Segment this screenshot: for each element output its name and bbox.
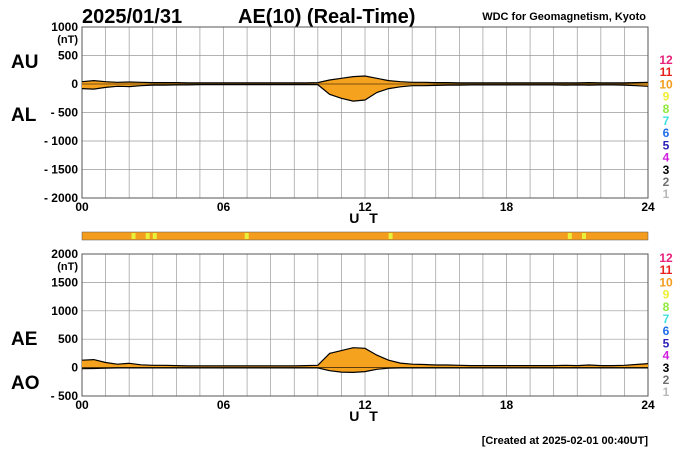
series-area-fill — [82, 76, 648, 102]
plot-date: 2025/01/31 — [82, 6, 182, 28]
series-line-ae — [81, 347, 649, 367]
legend-station-count: 11 — [660, 65, 673, 79]
legend-station-count: 3 — [663, 163, 670, 177]
legend-station-count: 12 — [659, 53, 673, 67]
legend-station-count: 2 — [663, 373, 670, 387]
legend-station-count: 7 — [663, 114, 670, 128]
legend-station-count: 6 — [663, 126, 670, 140]
series-line-al — [81, 84, 649, 102]
unit-label: (nT) — [57, 261, 78, 273]
station-bar-mark — [145, 233, 150, 239]
legend-station-count: 4 — [663, 349, 670, 363]
y-tick-label: - 500 — [51, 106, 79, 120]
station-bar-mark — [388, 233, 393, 239]
y-tick-label: 0 — [71, 77, 78, 91]
y-tick-label: 0 — [71, 361, 78, 375]
y-tick-label: - 1500 — [44, 163, 78, 177]
legend-station-count: 11 — [660, 263, 673, 277]
x-tick-label: 00 — [75, 398, 89, 412]
legend-station-count: 9 — [663, 90, 670, 104]
unit-label: (nT) — [57, 34, 78, 46]
station-bar-mark — [131, 233, 136, 239]
legend-station-count: 10 — [659, 275, 673, 289]
station-count-bar — [81, 231, 649, 241]
legend-station-count: 12 — [659, 251, 673, 265]
legend-station-count: 7 — [663, 312, 670, 326]
x-axis-label: U T — [349, 408, 381, 424]
x-tick-label: 18 — [500, 200, 514, 214]
created-timestamp: [Created at 2025-02-01 00:40UT] — [482, 435, 649, 447]
legend-station-count: 5 — [663, 336, 670, 350]
ae-ao-panel: 2000 1500 1000 500 0 - 500 (nT) 00 06 12 18 24 U T AE… — [11, 247, 655, 424]
station-bar-mark — [244, 233, 249, 239]
y-tick-label: - 500 — [51, 389, 79, 403]
x-tick-label: 12 — [358, 398, 372, 412]
x-tick-label: 24 — [641, 200, 655, 214]
legend-station-count: 1 — [663, 187, 670, 201]
x-tick-label: 06 — [217, 200, 231, 214]
x-tick-label: 12 — [358, 200, 372, 214]
plot-frame — [81, 253, 649, 397]
y-tick-label: 2000 — [51, 247, 78, 261]
legend-station-count: 1 — [663, 385, 670, 399]
legend-station-count: 3 — [663, 361, 670, 375]
y-tick-label: 1000 — [51, 20, 78, 34]
panel-label-al: AL — [11, 105, 37, 126]
series-area-fill — [82, 347, 648, 373]
y-tick-label: 500 — [58, 332, 78, 346]
legend-station-count: 4 — [663, 151, 670, 165]
plot-frame — [81, 26, 649, 199]
panel-label-ao: AO — [11, 373, 40, 394]
legend-station-count: 10 — [659, 77, 673, 91]
station-bar-mark — [567, 233, 572, 239]
y-tick-label: 1000 — [51, 304, 78, 318]
plot-title: AE(10) (Real-Time) — [238, 6, 415, 28]
legend-station-count: 5 — [663, 138, 670, 152]
y-tick-label: - 2000 — [44, 191, 78, 205]
x-tick-label: 00 — [75, 200, 89, 214]
legend-station-count: 2 — [663, 175, 670, 189]
legend-station-count: 8 — [663, 102, 670, 116]
y-tick-label: 1500 — [51, 275, 78, 289]
x-axis-label: U T — [349, 210, 381, 226]
organization-label: WDC for Geomagnetism, Kyoto — [482, 11, 646, 23]
x-tick-label: 18 — [500, 398, 514, 412]
y-tick-label: - 1000 — [44, 134, 78, 148]
x-tick-label: 24 — [641, 398, 655, 412]
panel-label-ae: AE — [11, 329, 37, 350]
station-bar-fill — [81, 231, 649, 241]
x-tick-label: 06 — [217, 398, 231, 412]
station-bar-mark — [152, 233, 157, 239]
panel-label-au: AU — [11, 52, 38, 73]
y-tick-label: 500 — [58, 49, 78, 63]
legend-station-count: 6 — [663, 324, 670, 338]
station-bar-mark — [581, 233, 586, 239]
series-line-au — [81, 75, 649, 84]
legend-station-count: 9 — [663, 288, 670, 302]
au-al-panel: 1000 500 0 - 500 - 1000 - 1500 - 2000 (nT) 00 06 1… — [11, 20, 655, 226]
legend-station-count: 8 — [663, 300, 670, 314]
